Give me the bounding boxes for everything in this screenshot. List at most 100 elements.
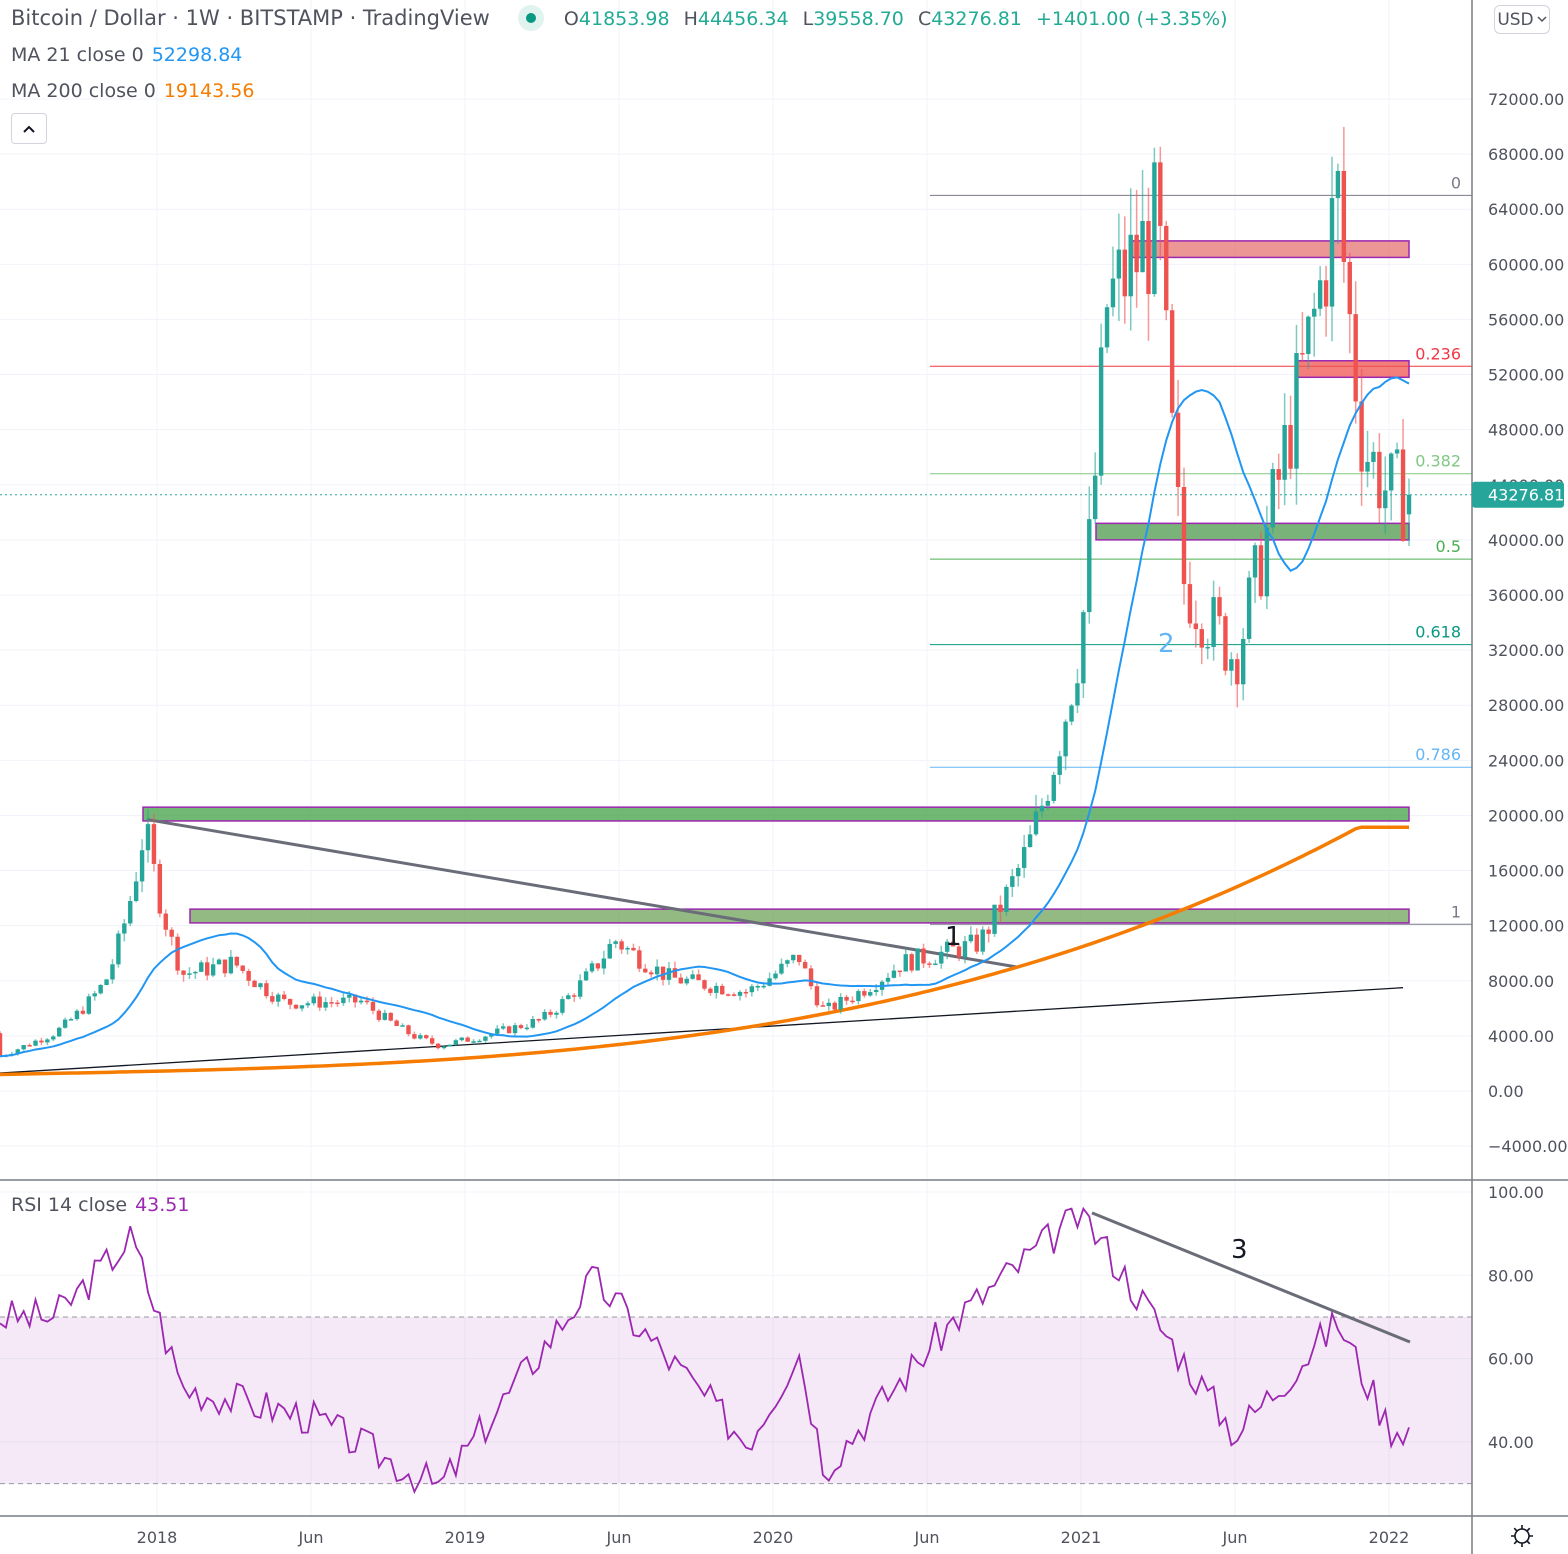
candle-body: [1116, 249, 1122, 279]
candle-body: [33, 1040, 38, 1046]
candle-body: [483, 1036, 488, 1041]
candle-body: [1164, 225, 1169, 311]
candle-body: [329, 1002, 334, 1004]
candle-body: [1276, 469, 1281, 480]
rsi-label: RSI 14 close: [11, 1194, 128, 1216]
candle-body: [862, 991, 867, 996]
candle-body: [246, 970, 251, 981]
candle-body: [631, 947, 636, 951]
candle-body: [950, 941, 956, 947]
candle-body: [1306, 316, 1311, 354]
candle-body: [1229, 659, 1234, 671]
price-axis-label: 64000.00: [1488, 200, 1564, 219]
candle-body: [1400, 449, 1406, 541]
candle-body: [424, 1035, 429, 1039]
candle-body: [1312, 308, 1317, 317]
candle-body: [1027, 834, 1033, 848]
candle-body: [915, 948, 920, 971]
candle-body: [139, 850, 145, 882]
price-axis-label: 20000.00: [1488, 806, 1564, 825]
price-axis-label: 12000.00: [1488, 917, 1564, 936]
candle-body: [1217, 597, 1222, 617]
trendlines[interactable]: [0, 818, 1411, 1344]
chart-settings-button[interactable]: [1508, 1522, 1536, 1550]
candle-body: [335, 1002, 340, 1005]
candle-body: [1252, 545, 1258, 578]
candle-body: [589, 963, 595, 972]
candle-body: [133, 881, 139, 901]
candle-body: [749, 986, 755, 993]
candle-body: [1199, 629, 1204, 648]
candle-body: [1187, 584, 1193, 624]
candle-body: [175, 936, 180, 971]
candle-body: [974, 934, 979, 952]
candle-body: [518, 1025, 524, 1029]
candle-body: [1122, 249, 1127, 297]
candle-body: [761, 985, 766, 988]
price-axis-label: 68000.00: [1488, 145, 1564, 164]
candle-body: [418, 1035, 423, 1039]
candle-body: [542, 1011, 547, 1020]
candle-body: [39, 1040, 44, 1043]
candle-body: [1389, 453, 1394, 491]
candle-body: [666, 968, 672, 980]
high-label: H: [683, 8, 698, 30]
ma21-legend[interactable]: MA 21 close 0 52298.84: [11, 44, 242, 66]
price-axis-label: 56000.00: [1488, 310, 1564, 329]
symbol-title[interactable]: Bitcoin / Dollar · 1W · BITSTAMP · Tradi…: [11, 6, 490, 30]
collapse-legend-button[interactable]: [11, 113, 47, 144]
candle-body: [785, 960, 790, 964]
candle-body: [80, 1010, 86, 1014]
candle-body: [714, 985, 719, 993]
candle-body: [1377, 451, 1382, 509]
candle-body: [216, 959, 222, 965]
candle-body: [116, 933, 121, 965]
time-axis-label: 2021: [1061, 1528, 1102, 1547]
price-axis-label: 32000.00: [1488, 641, 1564, 660]
candle-body: [1087, 519, 1092, 613]
candle-body: [566, 995, 571, 1000]
candle-body: [755, 985, 760, 988]
candlestick-series: [0, 126, 1412, 1058]
rsi-value: 43.51: [135, 1194, 190, 1216]
currency-select[interactable]: USD: [1494, 5, 1550, 34]
support-trendline: [0, 987, 1404, 1074]
candle-body: [660, 966, 666, 980]
close-label: C: [917, 8, 932, 30]
support-resistance-zones[interactable]: [142, 240, 1410, 924]
candle-body: [1258, 545, 1264, 597]
rsi-legend[interactable]: RSI 14 close 43.51: [11, 1194, 189, 1216]
candle-body: [1235, 659, 1240, 685]
ma200-legend[interactable]: MA 200 close 0 19143.56: [11, 80, 254, 102]
candle-body: [962, 941, 968, 958]
ma200-line: [0, 825, 1409, 1077]
candle-body: [820, 1005, 826, 1007]
candle-body: [625, 947, 630, 950]
candle-body: [643, 968, 648, 973]
candle-body: [1134, 234, 1139, 273]
candle-body: [205, 962, 210, 976]
candle-body: [577, 980, 583, 997]
candle-body: [672, 968, 678, 978]
candle-body: [678, 977, 683, 984]
candle-body: [287, 998, 293, 1005]
candle-body: [86, 996, 91, 1014]
candle-body: [21, 1045, 26, 1050]
price-axis-label: 24000.00: [1488, 751, 1564, 770]
candle-body: [1051, 774, 1056, 801]
candle-body: [57, 1027, 62, 1037]
candle-body: [980, 929, 985, 952]
rsi-line: [0, 1206, 1410, 1495]
candle-body: [364, 1000, 370, 1003]
candle-body: [157, 863, 163, 914]
price-axis-label: 72000.00: [1488, 90, 1564, 109]
price-axis-label: 4000.00: [1488, 1027, 1554, 1046]
candle-body: [388, 1012, 393, 1021]
annotations: 1 2 3: [945, 629, 1248, 1265]
candle-body: [1264, 527, 1270, 597]
candle-body: [554, 1012, 559, 1015]
last-price-tag: [1472, 481, 1564, 508]
candle-body: [1359, 401, 1364, 472]
